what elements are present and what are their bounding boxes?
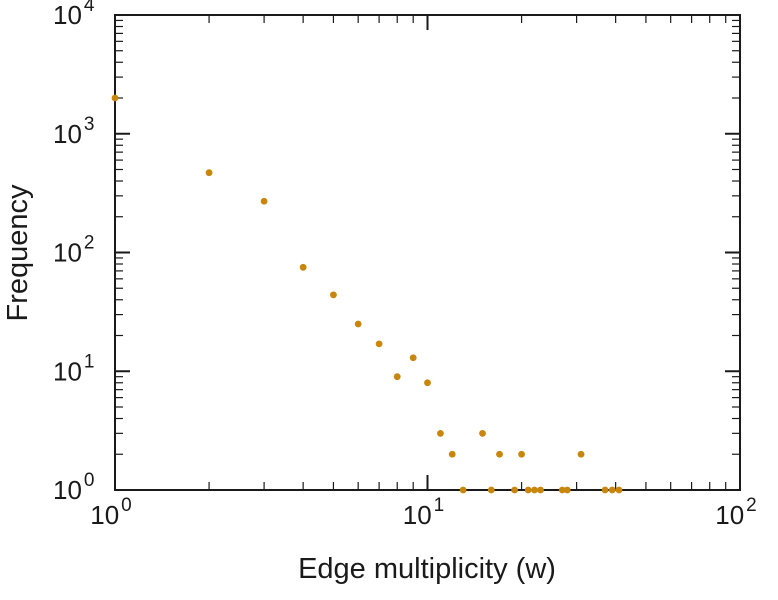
data-point [111,94,119,102]
y-axis-title: Frequency [2,184,34,322]
y-tick-label: 10 4 [53,0,95,30]
data-point [409,354,417,362]
data-point [205,169,213,177]
y-tick-label: 10 2 [53,233,95,268]
data-point [511,486,519,494]
data-point [375,340,383,348]
data-point [524,486,532,494]
data-point [354,320,362,328]
x-tick-label: 10 1 [403,495,445,530]
x-tick-label: 10 0 [90,495,132,530]
plot-layer: 10 0 10 1 10 2 10 0 10 1 10 2 10 3 10 4 [53,0,757,530]
data-point [537,486,544,494]
data-point [330,291,337,299]
data-point [393,373,401,381]
data-point [448,450,456,458]
y-tick-label: 10 3 [53,114,95,149]
data-point [518,450,525,458]
data-point [558,486,566,494]
data-point [437,429,444,437]
data-point [424,379,431,387]
data-point [479,429,486,437]
y-tick-label: 10 1 [53,351,95,386]
data-point [577,450,585,458]
x-tick-label: 10 2 [715,495,757,530]
data-point [608,486,616,494]
data-point [615,486,623,494]
data-point [563,486,571,494]
data-point [260,197,268,205]
data-point [459,486,467,494]
plot-frame [114,14,741,491]
x-axis-title: Edge multiplicity (w) [298,553,556,585]
data-point [601,486,609,494]
data-point [299,263,307,271]
data-point [531,486,538,494]
data-point [487,486,495,494]
y-tick-label: 10 0 [53,470,95,505]
data-point [496,450,503,458]
